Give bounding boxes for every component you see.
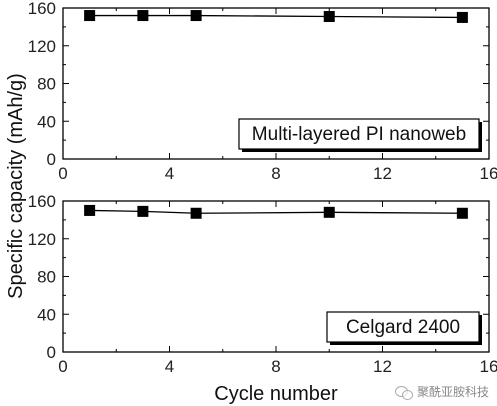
watermark-text: 聚酰亚胺科技: [416, 385, 489, 399]
data-point: [190, 10, 202, 22]
legend-entry: Celgard 2400: [346, 317, 460, 338]
data-point: [137, 10, 149, 22]
legend-box: [238, 118, 480, 150]
x-tick-label: 0: [58, 357, 67, 376]
wechat-icon: [394, 384, 413, 400]
y-tick-label: 80: [37, 75, 56, 94]
x-tick-label: 16: [480, 164, 497, 183]
y-tick-label: 120: [28, 230, 56, 249]
y-tick-label: 40: [37, 112, 56, 131]
legend-box: [326, 311, 480, 343]
data-point: [137, 205, 149, 217]
data-point: [84, 10, 96, 22]
y-tick-label: 160: [28, 0, 56, 18]
data-point: [323, 206, 335, 218]
x-tick-label: 8: [271, 357, 280, 376]
y-tick-label: 0: [47, 343, 56, 362]
y-tick-label: 80: [37, 268, 56, 287]
data-point: [456, 11, 468, 23]
x-tick-label: 4: [165, 164, 174, 183]
data-point: [456, 207, 468, 219]
x-tick-label: 4: [165, 357, 174, 376]
data-point: [84, 204, 96, 216]
y-tick-label: 120: [28, 37, 56, 56]
watermark: 聚酰亚胺科技: [394, 383, 489, 400]
data-point: [190, 207, 202, 219]
y-tick-label: 0: [47, 150, 56, 169]
shared-y-axis-label: Specific capacity (mAh/g): [5, 73, 27, 299]
data-point: [323, 10, 335, 22]
y-tick-label: 160: [28, 192, 56, 211]
x-tick-label: 0: [58, 164, 67, 183]
x-tick-label: 8: [271, 164, 280, 183]
x-tick-label: 16: [480, 357, 497, 376]
x-tick-label: 12: [373, 164, 392, 183]
x-tick-label: 12: [373, 357, 392, 376]
x-axis-label: Cycle number: [214, 383, 338, 405]
y-tick-label: 40: [37, 305, 56, 324]
legend-entry: Multi-layered PI nanoweb: [252, 124, 466, 145]
